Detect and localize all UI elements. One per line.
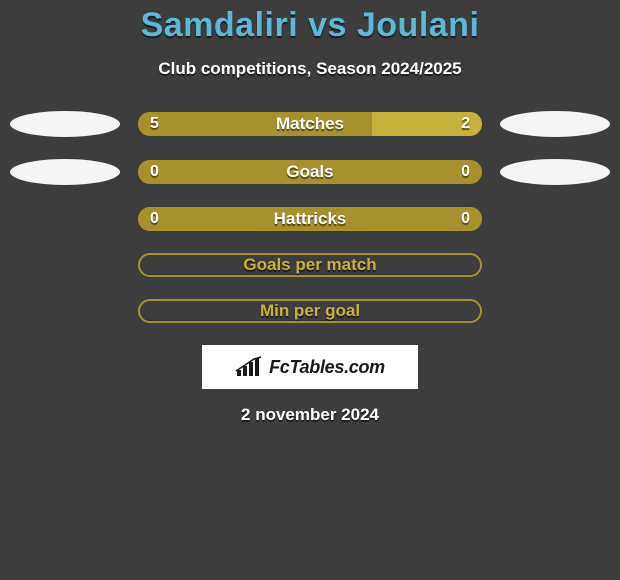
stat-row: 00Goals xyxy=(0,159,620,185)
stat-value-right: 0 xyxy=(461,160,470,184)
date-label: 2 november 2024 xyxy=(0,405,620,425)
bar-fill-left xyxy=(138,160,482,184)
stat-bar: Min per goal xyxy=(138,299,482,323)
logo-text: FcTables.com xyxy=(269,357,385,378)
player-left-oval xyxy=(10,159,120,185)
comparison-widget: Samdaliri vs Joulani Club competitions, … xyxy=(0,0,620,425)
stat-value-left: 0 xyxy=(150,160,159,184)
stat-row: 52Matches xyxy=(0,111,620,137)
page-title: Samdaliri vs Joulani xyxy=(0,6,620,45)
stat-value-left: 5 xyxy=(150,112,159,136)
stat-bar: 52Matches xyxy=(138,112,482,136)
logo: FcTables.com xyxy=(235,356,385,378)
bars-icon xyxy=(235,356,263,378)
subtitle: Club competitions, Season 2024/2025 xyxy=(0,59,620,79)
bar-fill-left xyxy=(138,112,372,136)
stat-row: Goals per match xyxy=(0,253,620,277)
stat-bar: Goals per match xyxy=(138,253,482,277)
stat-row: Min per goal xyxy=(0,299,620,323)
stat-label: Min per goal xyxy=(140,301,480,321)
stat-bar: 00Hattricks xyxy=(138,207,482,231)
stat-rows: 52Matches00Goals00HattricksGoals per mat… xyxy=(0,111,620,323)
stat-value-right: 0 xyxy=(461,207,470,231)
player-right-oval xyxy=(500,159,610,185)
player-right-oval xyxy=(500,111,610,137)
player-left-oval xyxy=(10,111,120,137)
stat-label: Goals per match xyxy=(140,255,480,275)
stat-row: 00Hattricks xyxy=(0,207,620,231)
stat-value-right: 2 xyxy=(461,112,470,136)
logo-box: FcTables.com xyxy=(202,345,418,389)
stat-value-left: 0 xyxy=(150,207,159,231)
bar-fill-left xyxy=(138,207,482,231)
stat-bar: 00Goals xyxy=(138,160,482,184)
